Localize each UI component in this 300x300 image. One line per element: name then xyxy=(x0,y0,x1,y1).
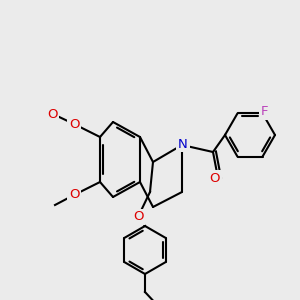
Text: O: O xyxy=(69,188,79,202)
Text: O: O xyxy=(133,211,143,224)
Text: O: O xyxy=(47,109,57,122)
Text: N: N xyxy=(178,137,188,151)
Text: O: O xyxy=(69,118,79,130)
Text: O: O xyxy=(210,172,220,184)
Text: F: F xyxy=(261,105,268,118)
